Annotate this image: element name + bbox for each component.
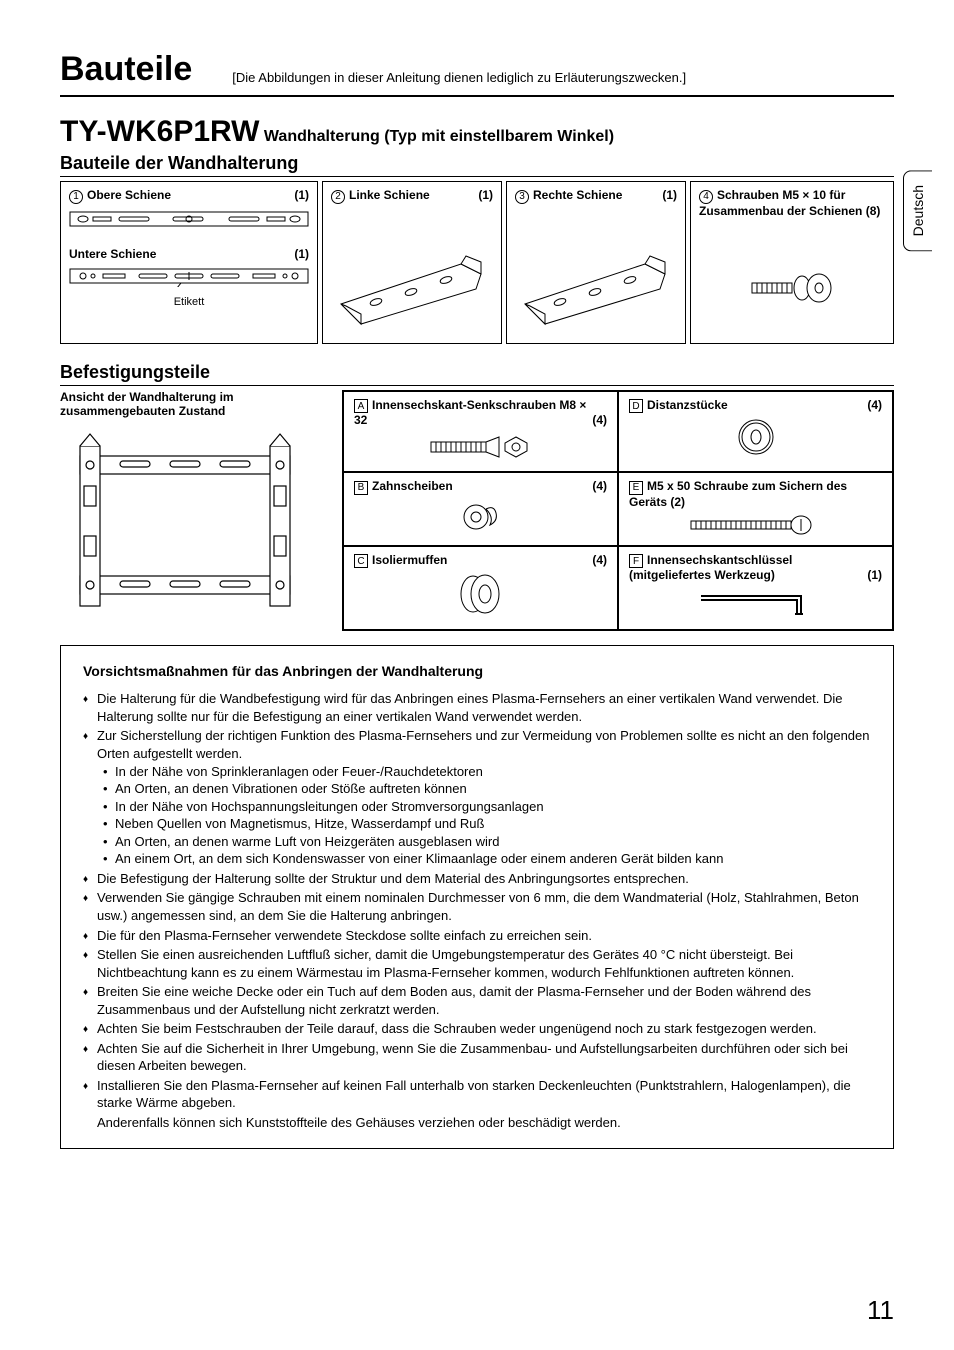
- etikett-label: Etikett: [69, 296, 309, 308]
- page-title: Bauteile: [60, 50, 192, 89]
- fastener-d-label: Distanzstücke: [647, 398, 728, 412]
- part-num-4: 4: [699, 190, 713, 204]
- fastener-cell-d: D Distanzstücke (4): [618, 391, 893, 473]
- fastener-cell-a: AInnensechskant-Senkschrauben M8 × 32 (4…: [343, 391, 618, 473]
- fastener-letter-a: A: [354, 399, 368, 413]
- caution-item: Die Befestigung der Halterung sollte der…: [83, 870, 871, 888]
- caution-subitem: An einem Ort, an dem sich Kondenswasser …: [103, 850, 871, 868]
- part2-label: Linke Schiene: [349, 188, 430, 202]
- caution-subitem: In der Nähe von Sprinkleranlagen oder Fe…: [103, 763, 871, 781]
- fastener-letter-e: E: [629, 481, 643, 495]
- parts-grid: 1 Obere Schiene (1) Untere Schiene (1): [60, 181, 894, 344]
- upper-rail-icon: [69, 208, 309, 230]
- fastener-f-label: Innensechskantschlüssel (mitgeliefertes …: [629, 553, 792, 583]
- part-cell-2: 2 Linke Schiene (1): [322, 181, 502, 344]
- model-code: TY-WK6P1RW: [60, 115, 259, 148]
- part3-qty: (1): [662, 188, 677, 204]
- assembled-bracket-icon: [60, 426, 310, 626]
- right-rail-icon: [515, 234, 675, 334]
- fastener-cell-c: C Isoliermuffen (4): [343, 546, 618, 630]
- hex-bolt-icon: [421, 431, 541, 463]
- spacer-icon: [726, 417, 786, 457]
- fastener-cell-f: FInnensechskantschlüssel (mitgeliefertes…: [618, 546, 893, 630]
- sleeve-icon: [451, 572, 511, 616]
- assembled-view-col: Ansicht der Wandhalterung im zusammengeb…: [60, 390, 330, 631]
- header-note: [Die Abbildungen in dieser Anleitung die…: [232, 70, 686, 89]
- caution-box: Vorsichtsmaßnahmen für das Anbringen der…: [60, 645, 894, 1149]
- fastener-letter-f: F: [629, 554, 643, 568]
- fastener-b-label: Zahnscheiben: [372, 479, 453, 493]
- caution-item: Die Halterung für die Wandbefestigung wi…: [83, 690, 871, 725]
- caution-subitem: In der Nähe von Hochspannungsleitungen o…: [103, 798, 871, 816]
- left-rail-icon: [331, 234, 491, 334]
- part-cell-1: 1 Obere Schiene (1) Untere Schiene (1): [60, 181, 318, 344]
- caution-item: Installieren Sie den Plasma-Fernseher au…: [83, 1077, 871, 1112]
- caution-trailing: Anderenfalls können sich Kunststoffteile…: [83, 1114, 871, 1132]
- part-cell-3: 3 Rechte Schiene (1): [506, 181, 686, 344]
- long-screw-icon: [686, 513, 826, 537]
- page-header: Bauteile [Die Abbildungen in dieser Anle…: [60, 50, 894, 97]
- caution-item: Breiten Sie eine weiche Decke oder ein T…: [83, 983, 871, 1018]
- fastener-d-qty: (4): [867, 398, 882, 414]
- caution-subitem: An Orten, an denen Vibrationen oder Stöß…: [103, 780, 871, 798]
- caution-list: Die Halterung für die Wandbefestigung wi…: [83, 690, 871, 1112]
- assembled-view-title: Ansicht der Wandhalterung im zusammengeb…: [60, 390, 330, 418]
- part-num-1: 1: [69, 190, 83, 204]
- caution-item: Die für den Plasma-Fernseher verwendete …: [83, 927, 871, 945]
- fastener-a-label: Innensechskant-Senkschrauben M8 × 32: [354, 398, 586, 428]
- part1-top-label: Obere Schiene: [87, 188, 171, 202]
- caution-item: Stellen Sie einen ausreichenden Luftfluß…: [83, 946, 871, 981]
- part1-bottom-qty: (1): [294, 247, 309, 261]
- caution-item: Achten Sie auf die Sicherheit in Ihrer U…: [83, 1040, 871, 1075]
- caution-item: Verwenden Sie gängige Schrauben mit eine…: [83, 889, 871, 924]
- language-tab: Deutsch: [903, 170, 932, 251]
- page-number: 11: [867, 1295, 894, 1326]
- caution-item: Achten Sie beim Festschrauben der Teile …: [83, 1020, 871, 1038]
- part-num-3: 3: [515, 190, 529, 204]
- caution-item-text: Zur Sicherstellung der richtigen Funktio…: [97, 728, 869, 761]
- fastener-f-qty: (1): [867, 568, 882, 582]
- part-num-2: 2: [331, 190, 345, 204]
- fastener-a-qty: (4): [592, 413, 607, 427]
- tooth-washer-icon: [456, 499, 506, 535]
- screw-m5-icon: [747, 268, 837, 308]
- fastener-e-label: M5 x 50 Schraube zum Sichern des Geräts …: [629, 479, 847, 509]
- section-fastening-title: Befestigungsteile: [60, 362, 894, 386]
- fastener-letter-c: C: [354, 554, 368, 568]
- part1-bottom-label: Untere Schiene: [69, 247, 156, 261]
- fastener-c-qty: (4): [592, 553, 607, 569]
- part-cell-4: 4Schrauben M5 × 10 für Zusammenbau der S…: [690, 181, 894, 344]
- fastener-b-qty: (4): [592, 479, 607, 495]
- section-parts-title: Bauteile der Wandhalterung: [60, 153, 894, 177]
- fastener-cell-e: EM5 x 50 Schraube zum Sichern des Geräts…: [618, 472, 893, 546]
- fastener-letter-d: D: [629, 399, 643, 413]
- part3-label: Rechte Schiene: [533, 188, 622, 202]
- model-row: TY-WK6P1RW Wandhalterung (Typ mit einste…: [60, 115, 894, 149]
- caution-title: Vorsichtsmaßnahmen für das Anbringen der…: [83, 662, 871, 681]
- fastener-letter-b: B: [354, 481, 368, 495]
- lower-rail-icon: [69, 265, 309, 287]
- caution-subitem: An Orten, an denen warme Luft von Heizge…: [103, 833, 871, 851]
- part1-top-qty: (1): [294, 188, 309, 204]
- fastener-grid: AInnensechskant-Senkschrauben M8 × 32 (4…: [342, 390, 894, 631]
- caution-sublist: In der Nähe von Sprinkleranlagen oder Fe…: [103, 763, 871, 868]
- part4-label: Schrauben M5 × 10 für Zusammenbau der Sc…: [699, 188, 880, 218]
- caution-subitem: Neben Quellen von Magnetismus, Hitze, Wa…: [103, 815, 871, 833]
- part2-qty: (1): [478, 188, 493, 204]
- fastener-cell-b: B Zahnscheiben (4): [343, 472, 618, 546]
- hex-key-icon: [691, 586, 821, 620]
- caution-item: Zur Sicherstellung der richtigen Funktio…: [83, 727, 871, 867]
- fastener-c-label: Isoliermuffen: [372, 553, 447, 567]
- model-description: Wandhalterung (Typ mit einstellbarem Win…: [264, 128, 614, 145]
- fastening-row: Ansicht der Wandhalterung im zusammengeb…: [60, 390, 894, 631]
